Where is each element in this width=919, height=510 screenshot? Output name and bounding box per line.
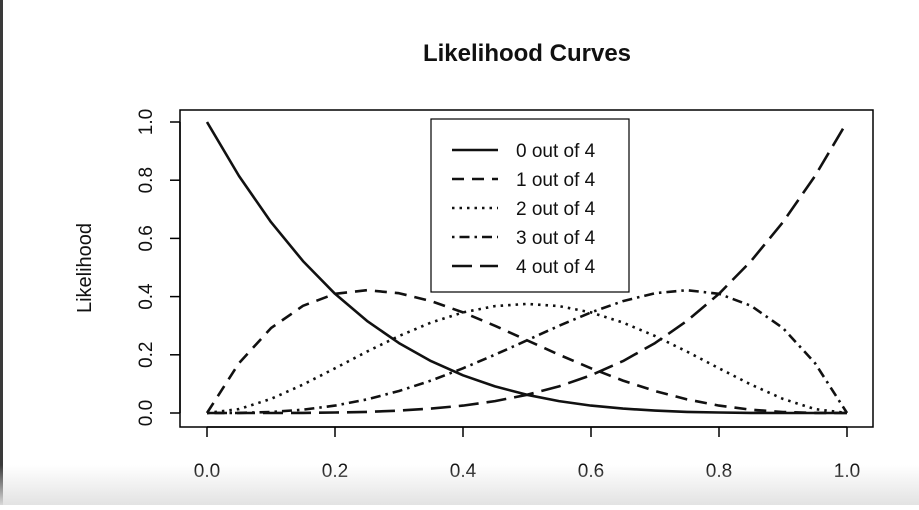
series-line-3 bbox=[206, 288, 849, 415]
x-axis: 0.0 0.2 0.4 0.6 0.8 1.0 bbox=[194, 426, 860, 482]
y-tick-label: 0.0 bbox=[136, 400, 157, 426]
legend-label-3: 3 out of 4 bbox=[516, 228, 596, 249]
x-tick-label: 1.0 bbox=[834, 461, 860, 482]
y-axis-label: Likelihood bbox=[74, 223, 96, 313]
y-axis: 0.0 0.2 0.4 0.6 0.8 1.0 bbox=[136, 109, 181, 426]
legend-label-1: 1 out of 4 bbox=[516, 170, 596, 191]
window-edge bbox=[0, 0, 3, 505]
series-line-2 bbox=[206, 302, 848, 415]
x-tick-label: 0.8 bbox=[706, 461, 732, 482]
y-tick-label: 0.6 bbox=[136, 225, 157, 251]
y-tick-label: 0.8 bbox=[136, 167, 157, 193]
x-tick-label: 0.2 bbox=[322, 461, 348, 482]
series-line-4 bbox=[207, 121, 849, 415]
legend-box bbox=[430, 118, 630, 293]
legend-label-0: 0 out of 4 bbox=[516, 141, 596, 162]
series-layer bbox=[205, 121, 849, 415]
chart-title: Likelihood Curves bbox=[423, 40, 631, 67]
x-tick-label: 0.6 bbox=[578, 461, 604, 482]
legend: 0 out of 4 1 out of 4 2 out of 4 3 out of 4… bbox=[430, 118, 630, 293]
y-tick-label: 1.0 bbox=[136, 109, 157, 135]
y-tick-label: 0.2 bbox=[136, 342, 157, 368]
x-tick-label: 0.0 bbox=[194, 461, 220, 482]
legend-label-2: 2 out of 4 bbox=[516, 199, 596, 220]
x-tick-label: 0.4 bbox=[450, 461, 477, 482]
legend-label-4: 4 out of 4 bbox=[516, 257, 596, 278]
y-tick-label: 0.4 bbox=[136, 283, 157, 310]
